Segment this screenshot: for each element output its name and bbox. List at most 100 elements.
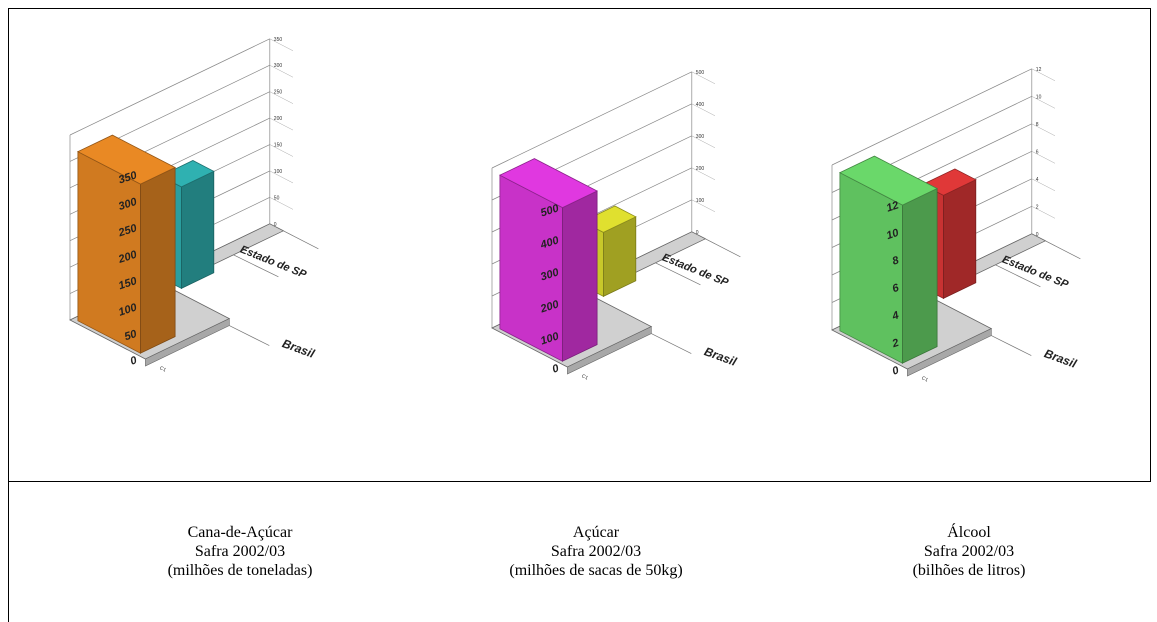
tick-label-back: 350 (274, 37, 283, 43)
tick-label-front: 0 (891, 364, 901, 378)
axis-line-right (283, 230, 319, 250)
series-label: C1 (159, 365, 168, 373)
tick-label-front: 8 (891, 254, 901, 268)
axis-line-sp (995, 264, 1041, 288)
bar-brasil-face-top (77, 134, 176, 185)
tick-label-back: 500 (696, 70, 705, 76)
tick-label-back: 250 (274, 90, 283, 96)
grid-line-side (691, 103, 716, 117)
floor-edge (145, 318, 230, 367)
tick-label-back: 200 (696, 166, 705, 172)
category-label-brasil: Brasil (1042, 346, 1079, 371)
tick-label-back: 0 (696, 230, 699, 236)
tick-label-back: 200 (274, 116, 283, 122)
grid-line-back (491, 71, 692, 169)
caption-alcool: Álcool Safra 2002/03 (bilhões de litros) (819, 523, 1119, 580)
floor-edge (567, 326, 652, 375)
category-label-brasil: Brasil (702, 344, 739, 369)
tick-label-back: 10 (1036, 94, 1042, 100)
grid-line-side (1031, 151, 1056, 164)
tick-label-front: 350 (117, 169, 139, 186)
floor-edge (907, 328, 992, 377)
tick-label-front: 0 (129, 354, 139, 368)
grid-line-side (1031, 206, 1056, 219)
grid-line-side (691, 199, 716, 213)
bar-estado-de-sp-face-front (943, 179, 977, 300)
caption-cana-title: Cana-de-Açúcar (187, 524, 293, 541)
axis-line-brasil (991, 335, 1032, 356)
series-label: C1 (581, 373, 590, 381)
bar-brasil (499, 158, 598, 362)
tick-label-front: 300 (117, 196, 139, 213)
charts-frame (8, 8, 1151, 482)
tick-label-back: 12 (1036, 67, 1042, 73)
tick-label-back: 300 (696, 134, 705, 140)
bar-estado-de-sp-face-front (180, 170, 215, 290)
tick-label-back: 8 (1036, 122, 1039, 128)
chart-cana: 0 50 100 150 200 250 300 350 0 50 100 150 200 250 300 3… (69, 37, 319, 374)
grid-line-side (269, 170, 294, 184)
tick-label-back: 300 (274, 63, 283, 69)
bar-brasil-face-top (839, 155, 938, 206)
tick-label-front: 6 (891, 282, 901, 296)
caption-cana: Cana-de-Açúcar Safra 2002/03 (milhões de… (90, 523, 390, 580)
tick-label-front: 100 (539, 330, 561, 347)
caption-cana-unit: (milhões de toneladas) (167, 562, 313, 579)
tick-label-front: 4 (890, 309, 900, 323)
tick-label-front: 100 (117, 301, 139, 318)
caption-acucar: Açúcar Safra 2002/03 (milhões de sacas d… (446, 523, 746, 580)
bar-brasil (839, 155, 938, 364)
grid-line-side (1031, 68, 1056, 82)
tick-label-front: 250 (116, 222, 139, 240)
grid-line-side (269, 65, 294, 78)
tick-label-back: 0 (1036, 232, 1039, 238)
caption-alcool-safra: Safra 2002/03 (923, 543, 1015, 560)
grid-line-side (269, 144, 294, 157)
grid-line-side (1031, 96, 1056, 109)
axis-line-sp (655, 262, 701, 286)
grid-line-side (1031, 178, 1056, 192)
series-label: C1 (921, 375, 930, 383)
axis-line-brasil (651, 333, 692, 354)
axis-line-right (1045, 240, 1081, 260)
captions-frame-border (8, 481, 9, 622)
bar-brasil-face-top (499, 158, 598, 209)
tick-label-front: 2 (890, 337, 900, 351)
caption-acucar-unit: (milhões de sacas de 50kg) (509, 562, 683, 579)
tick-label-front: 300 (539, 266, 561, 283)
caption-acucar-title: Açúcar (572, 524, 620, 541)
axis-line-brasil (229, 325, 270, 346)
tick-label-back: 0 (274, 222, 277, 228)
grid-line-side (269, 117, 294, 131)
tick-label-front: 200 (538, 298, 561, 316)
bar-brasil (77, 134, 176, 354)
caption-acucar-safra: Safra 2002/03 (550, 543, 642, 560)
bar-brasil-face-front (140, 166, 176, 354)
tick-label-back: 4 (1036, 177, 1039, 183)
grid-line-back (69, 38, 270, 136)
grid-line-side (269, 38, 294, 52)
tick-label-back: 150 (274, 143, 283, 149)
tick-label-front: 200 (116, 248, 139, 266)
grid-line-side (269, 91, 294, 104)
chart-acucar: 01002003004005000100200300400500BrasilEs… (491, 70, 741, 382)
axis-line-right (705, 238, 741, 258)
tick-label-front: 150 (117, 275, 139, 292)
grid-line-side (269, 197, 294, 210)
axis-line-sp (233, 254, 279, 278)
tick-label-front: 10 (885, 227, 901, 242)
grid-line-side (691, 135, 716, 149)
category-label-brasil: Brasil (280, 336, 317, 361)
grid-line-side (1031, 123, 1056, 137)
caption-cana-safra: Safra 2002/03 (194, 543, 286, 560)
grid-line-side (691, 167, 716, 181)
tick-label-front: 50 (123, 328, 139, 343)
tick-label-back: 50 (274, 195, 280, 201)
tick-label-back: 2 (1036, 204, 1039, 210)
tick-label-back: 100 (696, 198, 705, 204)
caption-alcool-unit: (bilhões de litros) (912, 562, 1026, 579)
tick-label-front: 0 (551, 362, 561, 376)
grid-line-back (831, 68, 1032, 166)
